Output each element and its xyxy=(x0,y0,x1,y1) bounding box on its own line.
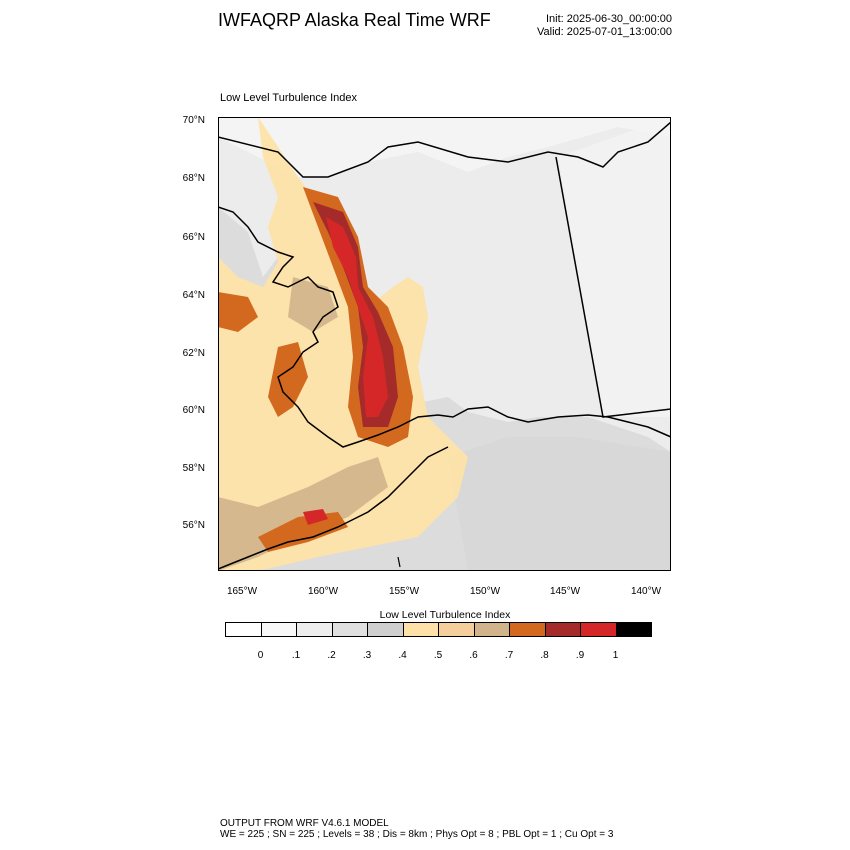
lon-label: 150°W xyxy=(469,586,501,597)
colorbar xyxy=(225,622,652,637)
lon-label: 140°W xyxy=(630,586,662,597)
turbulence-10 xyxy=(326,217,388,417)
lat-label: 64°N xyxy=(182,290,205,301)
lat-label: 62°N xyxy=(182,348,205,359)
canada-region xyxy=(558,117,671,417)
lat-label: 60°N xyxy=(182,405,205,416)
colorbar-tick-label: .3 xyxy=(362,650,372,661)
colorbar-box xyxy=(544,622,581,637)
colorbar-tick-label: .9 xyxy=(575,650,585,661)
colorbar-box xyxy=(509,622,546,637)
arctic-ocean xyxy=(218,117,671,177)
footer-model: OUTPUT FROM WRF V4.6.1 MODEL xyxy=(220,818,389,829)
colorbar-box xyxy=(438,622,475,637)
lat-label: 66°N xyxy=(182,232,205,243)
colorbar-box xyxy=(473,622,510,637)
colorbar-box xyxy=(225,622,262,637)
turbulence-map xyxy=(218,117,671,571)
colorbar-box xyxy=(331,622,368,637)
colorbar-box xyxy=(402,622,439,637)
colorbar-title: Low Level Turbulence Index xyxy=(379,609,511,621)
valid-time: Valid: 2025-07-01_13:00:00 xyxy=(537,26,672,38)
figure-title: IWFAQRP Alaska Real Time WRF xyxy=(218,10,491,30)
map-frame xyxy=(218,117,671,571)
coastline xyxy=(218,206,671,448)
colorbar-tick-label: .1 xyxy=(291,650,301,661)
lon-label: 165°W xyxy=(226,586,258,597)
us-canada-border xyxy=(555,156,671,418)
colorbar-box xyxy=(580,622,617,637)
colorbar-tick-label: .2 xyxy=(327,650,336,661)
lat-label: 58°N xyxy=(182,463,205,474)
lat-label: 56°N xyxy=(182,520,205,531)
colorbar-tick-label: .7 xyxy=(504,650,514,661)
lon-label: 160°W xyxy=(307,586,339,597)
init-time: Init: 2025-06-30_00:00:00 xyxy=(546,13,672,25)
colorbar-box xyxy=(615,622,652,637)
colorbar-tick-label: 0 xyxy=(257,650,264,661)
colorbar-tick-label: .4 xyxy=(398,650,407,661)
turbulence-05 xyxy=(218,117,468,571)
lon-label: 145°W xyxy=(549,586,581,597)
gulf-of-alaska xyxy=(448,437,671,571)
turbulence-07 xyxy=(218,457,388,571)
footer-config: WE = 225 ; SN = 225 ; Levels = 38 ; Dis … xyxy=(220,829,614,840)
colorbar-box xyxy=(296,622,333,637)
lat-label: 70°N xyxy=(182,115,205,126)
colorbar-tick-label: .5 xyxy=(433,650,443,661)
colorbar-tick-label: 1 xyxy=(612,650,619,661)
lat-label: 68°N xyxy=(182,173,205,184)
colorbar-box xyxy=(367,622,404,637)
colorbar-tick-label: .8 xyxy=(540,650,549,661)
colorbar-tick-label: .6 xyxy=(469,650,478,661)
colorbar-box xyxy=(260,622,297,637)
lon-label: 155°W xyxy=(388,586,420,597)
map-title: Low Level Turbulence Index xyxy=(220,92,357,104)
